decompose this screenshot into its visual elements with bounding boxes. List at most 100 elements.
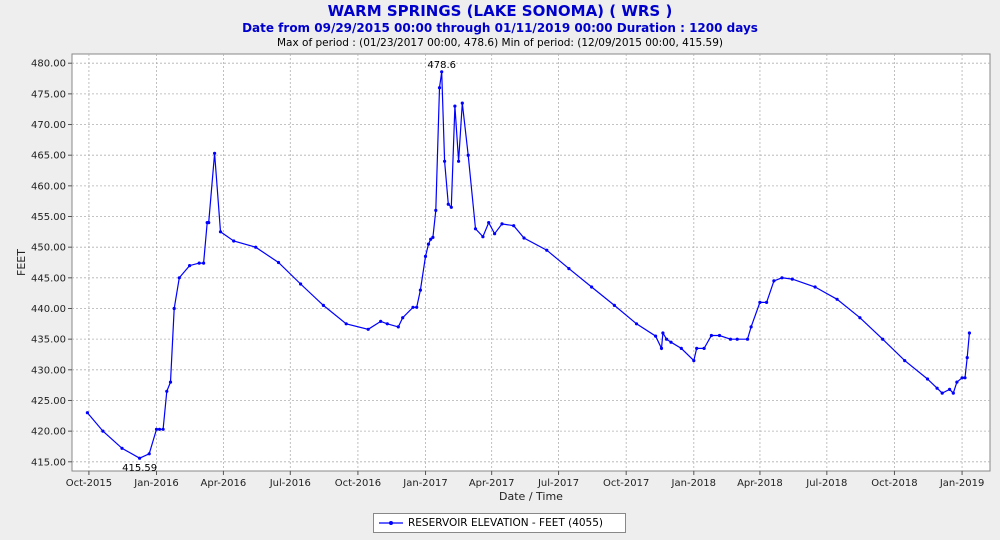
data-point	[197, 261, 201, 265]
data-point	[434, 208, 438, 212]
data-point	[344, 322, 348, 326]
data-point	[925, 377, 930, 381]
y-tick-label: 440.00	[31, 304, 66, 315]
data-point	[379, 319, 383, 323]
chart-period-stats: Max of period : (01/23/2017 00:00, 478.6…	[276, 37, 724, 49]
data-point	[940, 391, 944, 395]
data-point	[963, 376, 967, 380]
y-tick-label: 480.00	[31, 59, 66, 70]
data-point	[177, 276, 181, 280]
data-point	[401, 316, 405, 320]
data-point	[659, 346, 664, 350]
y-tick-label: 415.00	[31, 457, 66, 468]
y-tick-label: 450.00	[31, 243, 66, 254]
data-point	[500, 222, 504, 226]
data-point	[232, 239, 236, 243]
data-point	[188, 264, 192, 268]
y-tick-label: 420.00	[31, 427, 66, 438]
data-point	[366, 327, 370, 331]
data-point	[443, 159, 447, 163]
data-point	[780, 276, 784, 280]
data-point	[276, 260, 281, 265]
data-point	[453, 104, 457, 108]
legend: RESERVOIR ELEVATION - FEET (4055)	[373, 513, 626, 533]
min-annotation: 415.59	[122, 463, 157, 474]
data-point	[440, 70, 444, 74]
data-point	[612, 303, 617, 307]
data-point	[254, 245, 258, 249]
data-point	[654, 334, 658, 338]
y-tick-label: 430.00	[31, 365, 66, 376]
data-point	[522, 236, 526, 240]
data-point	[790, 277, 794, 281]
annotations: 478.6 415.59	[122, 60, 456, 474]
data-point	[426, 242, 431, 246]
data-point	[692, 359, 696, 363]
grid-lines	[72, 54, 990, 471]
data-point	[423, 254, 428, 258]
data-point	[567, 267, 571, 271]
data-point	[154, 427, 159, 431]
x-tick-label: Jan-2017	[402, 478, 447, 489]
data-point	[449, 205, 453, 209]
data-point	[396, 325, 400, 329]
legend-line-marker-icon	[379, 521, 403, 525]
data-point	[679, 346, 683, 350]
data-point	[385, 322, 389, 326]
x-tick-label: Oct-2017	[603, 478, 649, 489]
data-point	[466, 153, 470, 157]
data-point	[138, 456, 142, 460]
data-point	[665, 337, 669, 341]
y-tick-label: 470.00	[31, 120, 66, 131]
y-axis-title: FEET	[15, 249, 28, 276]
x-tick-label: Jul-2018	[805, 478, 847, 489]
data-point	[948, 387, 952, 391]
y-tick-label: 425.00	[31, 396, 66, 407]
data-point	[487, 221, 491, 225]
data-point	[161, 427, 165, 431]
x-tick-label: Oct-2015	[66, 478, 112, 489]
data-point	[835, 297, 839, 301]
y-tick-label: 475.00	[31, 89, 66, 100]
data-point	[858, 316, 862, 320]
data-point	[709, 333, 714, 338]
data-point	[717, 333, 722, 338]
legend-label: RESERVOIR ELEVATION - FEET (4055)	[408, 517, 604, 529]
data-point	[473, 227, 478, 231]
data-point	[207, 221, 211, 225]
data-point	[702, 346, 706, 350]
data-point	[749, 325, 753, 329]
data-point	[772, 279, 776, 283]
x-tick-label: Jan-2016	[133, 478, 178, 489]
data-point	[951, 391, 955, 395]
data-point	[758, 300, 762, 304]
data-point	[437, 86, 442, 90]
data-point	[512, 224, 516, 228]
data-point	[299, 282, 303, 286]
data-point	[965, 356, 969, 360]
data-point	[745, 337, 750, 341]
data-point	[634, 322, 639, 326]
x-tick-label: Apr-2017	[469, 478, 515, 489]
x-axis: Oct-2015 Jan-2016 Apr-2016 Jul-2016 Oct-2016…	[66, 471, 984, 489]
data-point	[695, 346, 699, 350]
data-point	[411, 305, 415, 309]
data-point	[120, 446, 124, 450]
data-point	[202, 261, 206, 265]
data-point	[147, 452, 151, 456]
data-point	[321, 303, 325, 307]
data-point	[481, 235, 485, 239]
data-point	[168, 380, 173, 384]
data-point	[903, 359, 907, 363]
data-point	[669, 340, 673, 344]
data-point	[101, 429, 105, 433]
data-point	[955, 380, 959, 384]
y-tick-label: 445.00	[31, 273, 66, 284]
x-tick-label: Oct-2018	[871, 478, 917, 489]
x-axis-title: Date / Time	[499, 490, 563, 503]
data-point	[218, 230, 223, 234]
series-points	[85, 70, 972, 460]
max-annotation: 478.6	[427, 60, 456, 71]
data-point	[431, 235, 435, 239]
